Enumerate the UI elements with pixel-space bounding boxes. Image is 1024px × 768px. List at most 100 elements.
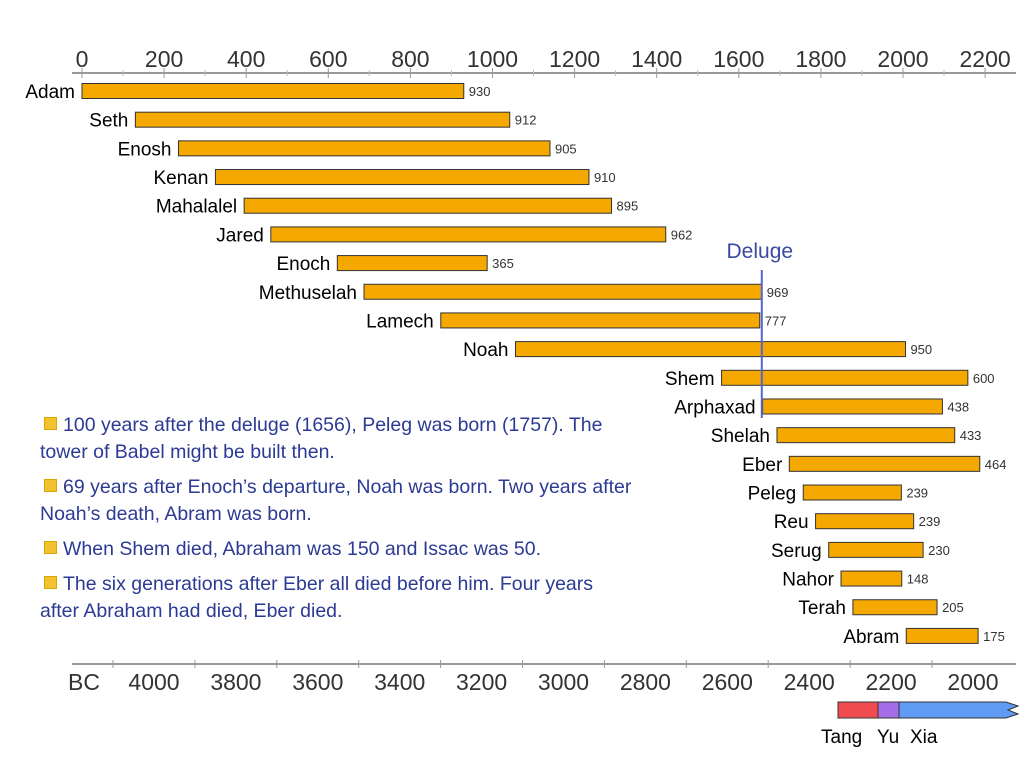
bottom-tick-label: 3600: [292, 669, 343, 695]
bottom-tick-label: 2000: [947, 669, 998, 695]
bar-value-label: 464: [985, 457, 1007, 472]
bottom-tick-label: 3000: [538, 669, 589, 695]
note-text: When Shem died, Abraham was 150 and Issa…: [63, 538, 542, 560]
bar-name-label: Terah: [798, 598, 846, 619]
bar-name-label: Shem: [665, 369, 715, 390]
bar-value-label: 930: [469, 84, 491, 99]
lifespan-bar: [134, 111, 511, 128]
lifespan-bar: [802, 484, 902, 501]
top-tick-label: 1600: [713, 46, 764, 72]
note-item: 100 years after the deluge (1656), Peleg…: [40, 412, 632, 466]
top-tick-label: 1800: [795, 46, 846, 72]
bar-value-label: 148: [907, 572, 929, 587]
lifespan-bar: [81, 83, 465, 99]
bar-value-label: 905: [555, 141, 577, 156]
bar-name-label: Lamech: [366, 311, 434, 332]
bar-name-label: Abram: [843, 627, 899, 648]
bar-value-label: 438: [947, 399, 969, 414]
bullet-icon: [44, 541, 57, 554]
top-tick-label: 2000: [877, 46, 928, 72]
bar-name-label: Arphaxad: [674, 397, 755, 418]
bottom-tick-label: 2400: [784, 669, 835, 695]
dynasty-xia-segment: [898, 701, 1020, 719]
bottom-tick-label: 3800: [210, 669, 261, 695]
bottom-tick-label: 2800: [620, 669, 671, 695]
bar-value-label: 895: [617, 199, 639, 214]
top-tick-label: 400: [227, 46, 265, 72]
bar-value-label: 777: [765, 313, 787, 328]
dynasty-label-yu: Yu: [877, 727, 900, 748]
bar-name-label: Methuselah: [259, 283, 357, 304]
note-text: 100 years after the deluge (1656), Peleg…: [40, 414, 603, 463]
bar-value-label: 239: [906, 486, 928, 501]
bar-value-label: 600: [973, 371, 995, 386]
bullet-icon: [44, 417, 57, 430]
dynasty-label-tang: Tang: [821, 727, 863, 748]
bottom-axis-ticks: 4000 3800 3600 3400 3200 3000 2800 2600 2400 2200…: [112, 660, 999, 695]
top-tick-label: 1200: [549, 46, 600, 72]
bar-value-label: 365: [492, 256, 514, 271]
bar-value-label: 433: [960, 428, 982, 443]
lifespan-bar: [514, 341, 906, 358]
lifespan-bar: [762, 398, 943, 415]
top-tick-label: 600: [309, 46, 347, 72]
note-item: The six generations after Eber all died …: [40, 571, 632, 625]
top-tick-label: 800: [391, 46, 429, 72]
lifespan-bar: [214, 169, 590, 186]
bar-name-label: Serug: [771, 541, 822, 562]
top-tick-label: 0: [76, 46, 89, 72]
top-tick-label: 200: [145, 46, 183, 72]
lifespan-bar: [243, 197, 613, 214]
bar-name-label: Reu: [774, 512, 809, 533]
bar-name-label: Enosh: [118, 139, 172, 160]
bar-name-label: Eber: [742, 455, 783, 476]
dynasty-tang-segment: [837, 701, 879, 719]
bar-name-label: Jared: [216, 225, 264, 246]
bar-value-label: 969: [767, 285, 789, 300]
notes-panel: 100 years after the deluge (1656), Peleg…: [40, 412, 632, 633]
lifespan-bar: [788, 455, 981, 472]
bar-name-label: Noah: [463, 340, 508, 361]
lifespan-bar: [363, 283, 763, 300]
bar-name-label: Peleg: [748, 484, 797, 505]
top-tick-label: 1400: [631, 46, 682, 72]
lifespan-bar: [840, 570, 903, 587]
deluge-label: Deluge: [727, 240, 794, 263]
bar-name-label: Adam: [25, 82, 75, 103]
bottom-tick-label: 2200: [866, 669, 917, 695]
bar-name-label: Enoch: [276, 254, 330, 275]
bar-value-label: 205: [942, 600, 964, 615]
bar-name-label: Shelah: [711, 426, 770, 447]
lifespan-bar: [440, 312, 761, 329]
lifespan-bar: [177, 140, 551, 157]
note-text: 69 years after Enoch’s departure, Noah w…: [40, 476, 632, 525]
lifespan-bar: [721, 369, 969, 386]
bar-name-label: Nahor: [782, 570, 834, 591]
bottom-axis-prefix: BC: [68, 669, 100, 695]
bar-value-label: 910: [594, 170, 616, 185]
bar-name-label: Seth: [89, 111, 128, 132]
bar-value-label: 950: [910, 342, 932, 357]
note-item: 69 years after Enoch’s departure, Noah w…: [40, 474, 632, 528]
top-tick-label: 1000: [467, 46, 518, 72]
dynasty-label-xia: Xia: [910, 727, 938, 748]
bullet-icon: [44, 479, 57, 492]
bottom-tick-label: 3200: [456, 669, 507, 695]
bar-name-label: Kenan: [153, 168, 208, 189]
bar-value-label: 962: [671, 227, 693, 242]
lifespan-bars: Adam 930 Seth 912 Enosh 905 Kenan 910 Mahalalel 8…: [25, 82, 1006, 648]
lifespan-bar: [815, 513, 915, 530]
top-tick-label: 2200: [960, 46, 1011, 72]
bar-name-label: Mahalalel: [156, 197, 237, 218]
dynasty-yu-segment: [877, 701, 900, 719]
bullet-icon: [44, 576, 57, 589]
lifespan-bar: [828, 541, 924, 558]
lifespan-bar: [336, 255, 488, 272]
dynasty-timeline: [837, 701, 1020, 719]
lifespan-bar: [905, 627, 979, 644]
note-item: When Shem died, Abraham was 150 and Issa…: [40, 536, 632, 563]
top-axis-ticks: 0 200 400 600 800 1000 1200 1400 1600 1800 2000 220…: [76, 46, 1011, 78]
bar-value-label: 230: [928, 543, 950, 558]
bar-value-label: 912: [515, 113, 537, 128]
